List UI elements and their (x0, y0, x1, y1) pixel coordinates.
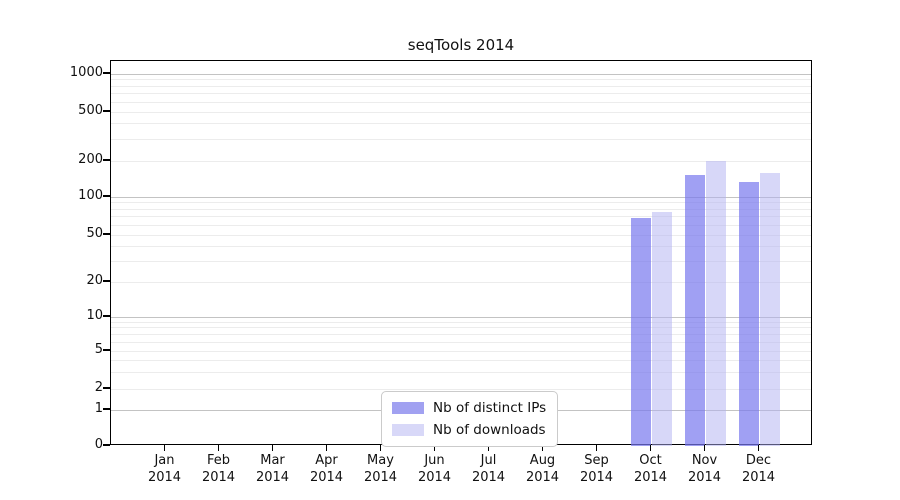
x-tick-label-aug: Aug 2014 (525, 453, 560, 485)
x-tick-label-feb: Feb 2014 (201, 453, 236, 485)
gridline-y-100 (111, 196, 811, 198)
y-tick-label-0: 0 (94, 437, 103, 452)
x-tick-mark-jan (163, 445, 166, 451)
x-tick-mark-nov (703, 445, 706, 451)
gridline-y-500 (111, 111, 811, 113)
gridline-y-5 (111, 350, 811, 352)
y-tick-mark-200 (103, 159, 110, 161)
x-tick-label-mar: Mar 2014 (255, 453, 290, 485)
gridline-y-3 (111, 371, 811, 373)
gridline-y-600 (111, 101, 811, 103)
plot-area: Nb of distinct IPs Nb of downloads (110, 60, 812, 447)
y-tick-label-10: 10 (86, 308, 103, 323)
gridline-y-40 (111, 245, 811, 247)
bar-downloads-oct (651, 212, 672, 446)
x-tick-mark-jun (433, 445, 436, 451)
y-tick-label-5: 5 (94, 342, 103, 357)
gridline-y-6 (111, 341, 811, 343)
x-tick-label-may: May 2014 (363, 453, 398, 485)
gridline-y-30 (111, 260, 811, 262)
gridline-y-70 (111, 216, 811, 218)
gridline-y-900 (111, 79, 811, 81)
y-tick-mark-5 (103, 349, 110, 351)
legend-swatch-downloads (392, 424, 424, 436)
x-tick-label-nov: Nov 2014 (687, 453, 722, 485)
x-tick-mark-jul (487, 445, 490, 451)
bar-distinct-ips-oct (630, 218, 651, 446)
y-tick-mark-1000 (103, 72, 110, 74)
y-tick-label-500: 500 (78, 103, 103, 118)
gridline-y-10 (111, 316, 811, 318)
y-tick-mark-500 (103, 110, 110, 112)
y-tick-label-200: 200 (78, 152, 103, 167)
gridline-y-400 (111, 123, 811, 125)
bar-downloads-nov (705, 161, 726, 446)
y-tick-label-20: 20 (86, 273, 103, 288)
gridline-y-4 (111, 359, 811, 361)
legend-swatch-distinct-ips (392, 402, 424, 414)
chart-title: seqTools 2014 (407, 36, 515, 54)
gridline-y-700 (111, 93, 811, 95)
y-tick-label-2: 2 (94, 380, 103, 395)
gridline-y-1000 (111, 73, 811, 75)
gridline-y-800 (111, 85, 811, 87)
y-tick-mark-1 (103, 408, 110, 410)
x-tick-mark-dec (757, 445, 760, 451)
y-tick-label-1000: 1000 (69, 65, 103, 80)
gridline-y-90 (111, 202, 811, 204)
y-tick-mark-20 (103, 280, 110, 282)
gridline-y-9 (111, 321, 811, 323)
gridline-y-7 (111, 333, 811, 335)
legend-item-distinct-ips: Nb of distinct IPs (392, 400, 546, 416)
y-tick-mark-0 (103, 444, 110, 446)
x-tick-mark-apr (325, 445, 328, 451)
gridline-y-200 (111, 160, 811, 162)
x-tick-label-apr: Apr 2014 (309, 453, 344, 485)
y-tick-label-50: 50 (86, 226, 103, 241)
x-tick-label-sep: Sep 2014 (579, 453, 614, 485)
x-tick-label-jan: Jan 2014 (147, 453, 182, 485)
x-tick-label-jul: Jul 2014 (471, 453, 506, 485)
gridline-y-50 (111, 234, 811, 236)
y-tick-mark-50 (103, 233, 110, 235)
x-tick-mark-oct (649, 445, 652, 451)
x-tick-mark-aug (541, 445, 544, 451)
y-tick-label-100: 100 (78, 188, 103, 203)
legend: Nb of distinct IPs Nb of downloads (381, 391, 559, 447)
x-tick-label-oct: Oct 2014 (633, 453, 668, 485)
x-tick-mark-may (379, 445, 382, 451)
x-tick-mark-mar (271, 445, 274, 451)
y-tick-label-1: 1 (94, 401, 103, 416)
legend-label-distinct-ips: Nb of distinct IPs (433, 400, 547, 416)
gridline-y-20 (111, 281, 811, 283)
x-tick-mark-sep (595, 445, 598, 451)
legend-label-downloads: Nb of downloads (433, 422, 546, 438)
y-tick-mark-10 (103, 315, 110, 317)
bar-downloads-dec (759, 172, 780, 446)
gridline-y-60 (111, 224, 811, 226)
x-tick-label-jun: Jun 2014 (417, 453, 452, 485)
y-tick-mark-2 (103, 387, 110, 389)
gridline-y-300 (111, 138, 811, 140)
bar-distinct-ips-dec (738, 182, 759, 446)
y-tick-mark-100 (103, 195, 110, 197)
gridline-y-8 (111, 327, 811, 329)
x-tick-mark-feb (217, 445, 220, 451)
gridline-y-2 (111, 388, 811, 390)
x-tick-label-dec: Dec 2014 (741, 453, 776, 485)
gridline-y-80 (111, 208, 811, 210)
legend-item-downloads: Nb of downloads (392, 422, 546, 438)
bar-distinct-ips-nov (684, 175, 705, 446)
